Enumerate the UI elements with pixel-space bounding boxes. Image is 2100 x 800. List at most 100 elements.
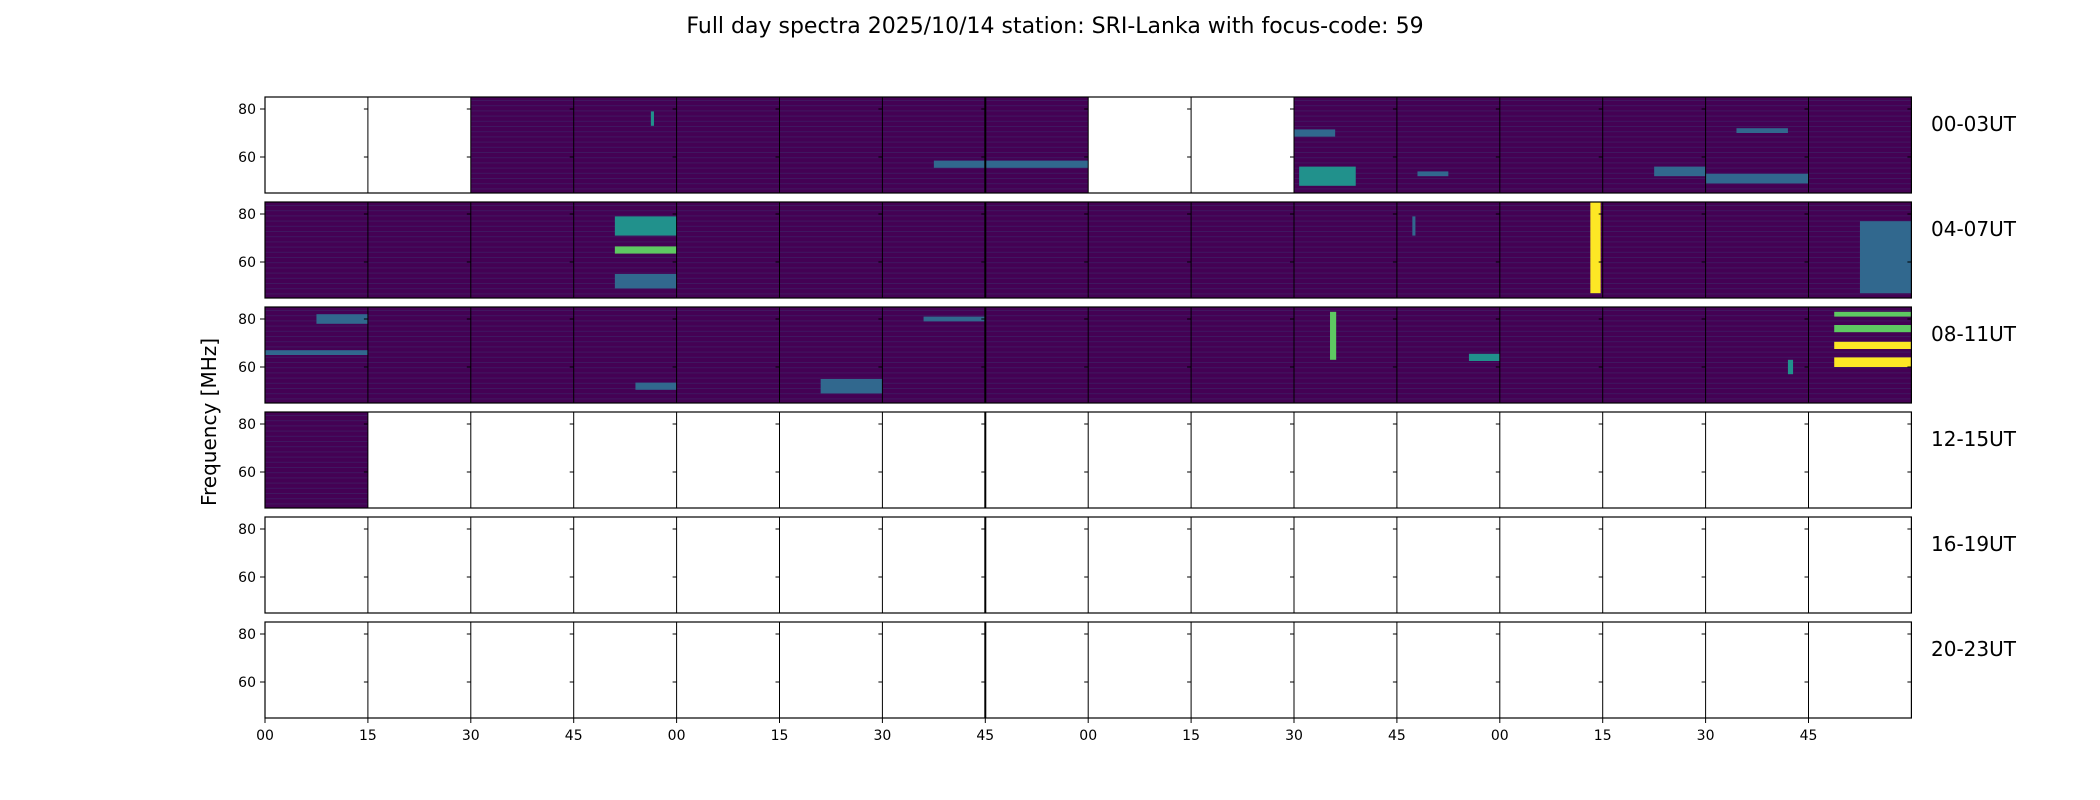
spectrum-texture-line bbox=[1191, 215, 1294, 217]
empty-segment bbox=[1088, 517, 1192, 613]
empty-segment bbox=[1602, 622, 1706, 718]
spectrum-texture-line bbox=[367, 362, 471, 363]
spectrum-texture-line bbox=[1499, 377, 1603, 379]
spectrum-texture-line bbox=[676, 393, 780, 395]
spectrum-texture-line bbox=[470, 110, 574, 112]
spectrum-texture-line bbox=[1191, 210, 1294, 212]
x-tick-label: 15 bbox=[1594, 728, 1612, 744]
spectrum-segment bbox=[985, 202, 1089, 298]
spectrum-texture-line bbox=[985, 288, 1089, 290]
spectrum-texture-line bbox=[1808, 167, 1912, 169]
empty-segment bbox=[265, 97, 368, 193]
spectrum-texture-line bbox=[367, 246, 471, 248]
y-tick-label: 60 bbox=[238, 465, 256, 481]
spectrum-texture-line bbox=[265, 435, 368, 437]
spectrum-texture-line bbox=[779, 146, 883, 148]
spectrum-texture-line bbox=[985, 315, 1089, 317]
x-tick-label: 15 bbox=[1182, 728, 1200, 744]
spectrum-texture-line bbox=[1088, 398, 1192, 400]
empty-segment bbox=[1808, 412, 1912, 508]
spectrum-texture-line bbox=[1294, 315, 1397, 317]
spectrum-texture-line bbox=[265, 346, 368, 348]
spectrum-texture-line bbox=[1808, 205, 1912, 206]
x-tick-label: 15 bbox=[359, 728, 377, 744]
spectrum-texture-line bbox=[779, 162, 883, 164]
spectrum-texture-line bbox=[985, 320, 1089, 322]
spectrum-texture-line bbox=[1705, 336, 1809, 337]
spectrum-texture-line bbox=[367, 377, 471, 379]
spectrum-texture-line bbox=[882, 131, 986, 133]
spectrum-texture-line bbox=[1499, 346, 1603, 348]
spectrum-texture-line bbox=[367, 336, 471, 337]
spectrum-texture-line bbox=[470, 215, 574, 217]
spectrum-texture-line bbox=[1808, 172, 1912, 174]
row-time-label: 20-23UT bbox=[1931, 637, 2017, 661]
spectrum-texture-line bbox=[470, 283, 574, 284]
spectrum-texture-line bbox=[985, 325, 1089, 327]
spectrum-texture-line bbox=[1396, 272, 1500, 274]
spectrum-texture-line bbox=[1808, 220, 1912, 222]
spectrum-texture-line bbox=[367, 225, 471, 227]
spectrum-texture-line bbox=[676, 257, 780, 258]
empty-segment bbox=[1602, 517, 1706, 613]
spectrum-texture-line bbox=[367, 277, 471, 279]
spectrum-texture-line bbox=[779, 126, 883, 127]
spectrum-texture-line bbox=[1602, 126, 1706, 127]
spectrum-texture-line bbox=[1294, 215, 1397, 217]
spectrum-texture-line bbox=[1088, 372, 1192, 374]
spectrum-feature bbox=[1590, 202, 1601, 294]
spectrum-texture-line bbox=[1294, 377, 1397, 379]
spectrum-texture-line bbox=[1191, 257, 1294, 258]
spectrum-texture-line bbox=[265, 220, 368, 222]
spectrum-texture-line bbox=[676, 105, 780, 107]
spectrum-texture-line bbox=[779, 325, 883, 327]
spectrum-texture-line bbox=[676, 210, 780, 212]
spectrum-texture-line bbox=[1808, 367, 1912, 369]
spectrum-feature bbox=[1787, 359, 1794, 375]
spectrum-texture-line bbox=[1191, 241, 1294, 243]
spectrum-feature bbox=[1736, 128, 1788, 133]
spectrum-texture-line bbox=[1705, 251, 1809, 253]
spectrum-texture-line bbox=[1396, 315, 1500, 317]
spectrum-texture-line bbox=[1705, 283, 1809, 284]
spectrum-texture-line bbox=[1705, 330, 1809, 332]
spectrum-texture-line bbox=[1602, 362, 1706, 363]
spectrum-texture-line bbox=[1396, 120, 1500, 122]
spectrum-texture-line bbox=[985, 205, 1089, 206]
spectrum-texture-line bbox=[779, 398, 883, 400]
spectrum-texture-line bbox=[367, 241, 471, 243]
spectrum-texture-line bbox=[1396, 293, 1500, 295]
spectrum-texture-line bbox=[1294, 330, 1397, 332]
spectrum-texture-line bbox=[676, 220, 780, 222]
x-tick-label: 30 bbox=[462, 728, 480, 744]
spectrum-texture-line bbox=[985, 210, 1089, 212]
empty-segment bbox=[985, 517, 1089, 613]
spectrum-texture-line bbox=[779, 293, 883, 295]
empty-segment bbox=[367, 622, 471, 718]
spectrum-texture-line bbox=[1396, 251, 1500, 253]
spectrum-texture-line bbox=[676, 277, 780, 279]
spectrum-segment bbox=[573, 97, 677, 193]
spectrum-segment bbox=[779, 202, 883, 298]
spectrum-texture-line bbox=[470, 372, 574, 374]
spectrum-texture-line bbox=[779, 251, 883, 253]
spectrum-texture-line bbox=[470, 393, 574, 395]
spectrum-texture-line bbox=[676, 351, 780, 353]
spectrum-texture-line bbox=[265, 241, 368, 243]
spectrum-texture-line bbox=[470, 246, 574, 248]
spectrum-texture-line bbox=[676, 231, 780, 232]
spectrum-texture-line bbox=[1294, 210, 1397, 212]
spectrum-texture-line bbox=[1499, 236, 1603, 238]
spectrum-texture-line bbox=[1602, 315, 1706, 317]
empty-segment bbox=[265, 622, 368, 718]
spectrum-texture-line bbox=[1705, 167, 1809, 169]
spectrum-texture-line bbox=[265, 205, 368, 206]
spectrum-texture-line bbox=[882, 251, 986, 253]
spectrum-texture-line bbox=[265, 482, 368, 484]
spectrum-texture-line bbox=[470, 257, 574, 258]
spectrum-texture-line bbox=[1705, 162, 1809, 164]
spectrum-texture-line bbox=[882, 178, 986, 179]
spectrum-texture-line bbox=[1088, 393, 1192, 395]
spectrum-texture-line bbox=[676, 251, 780, 253]
spectrum-texture-line bbox=[1294, 398, 1397, 400]
